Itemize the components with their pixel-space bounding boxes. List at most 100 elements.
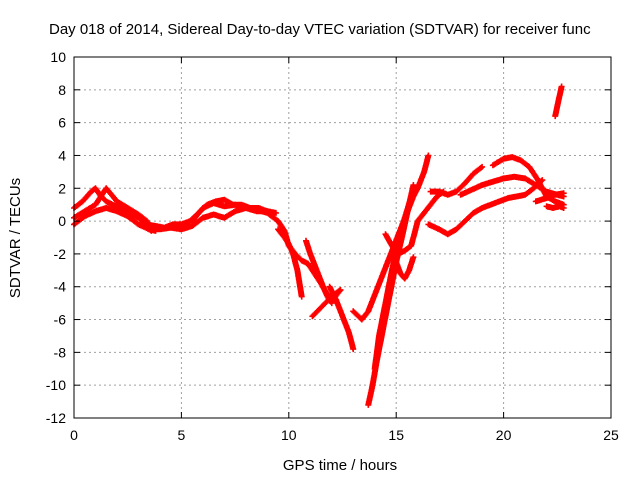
- data-point: [234, 210, 237, 213]
- data-point: [399, 272, 402, 275]
- data-point: [534, 200, 537, 203]
- series-track-15: [382, 188, 447, 257]
- data-point: [498, 200, 501, 203]
- data-point: [438, 228, 441, 231]
- data-point: [294, 253, 297, 255]
- data-point: [408, 269, 410, 272]
- data-point: [81, 200, 84, 203]
- data-point: [554, 200, 557, 203]
- data-point: [403, 249, 406, 252]
- data-point: [545, 205, 548, 208]
- data-point: [371, 384, 374, 387]
- data-point: [137, 223, 140, 226]
- data-point: [384, 302, 387, 305]
- x-tick-label: 15: [388, 427, 404, 443]
- data-point: [341, 315, 344, 318]
- x-tick-label: 25: [603, 427, 619, 443]
- data-point: [94, 187, 97, 190]
- x-axis-label: GPS time / hours: [283, 457, 397, 474]
- data-point: [309, 253, 312, 255]
- data-point: [464, 220, 466, 222]
- series-markers: [552, 83, 565, 120]
- y-tick-label: -12: [46, 410, 66, 426]
- data-point: [528, 166, 531, 168]
- data-point: [180, 228, 183, 231]
- data-point: [541, 179, 544, 181]
- y-tick-label: 2: [58, 180, 66, 196]
- data-point: [378, 335, 380, 337]
- data-point: [360, 318, 363, 321]
- data-point: [558, 205, 561, 208]
- data-point: [339, 289, 342, 291]
- data-point: [180, 223, 183, 226]
- data-point: [300, 295, 303, 298]
- data-point: [423, 170, 426, 173]
- y-axis-label: SDTVAR / TECUs: [7, 178, 24, 298]
- series-track-18: [427, 163, 486, 198]
- data-point: [266, 211, 269, 214]
- data-point: [410, 195, 413, 198]
- data-point: [298, 282, 301, 285]
- data-point: [335, 298, 337, 301]
- data-point: [532, 187, 535, 190]
- data-point: [296, 269, 299, 272]
- data-point: [94, 210, 97, 213]
- y-tick-label: -4: [54, 279, 67, 295]
- data-point: [511, 156, 514, 158]
- data-point: [455, 228, 458, 231]
- data-point: [126, 207, 129, 209]
- data-point: [391, 244, 393, 247]
- data-point: [455, 190, 458, 193]
- data-point: [105, 187, 108, 190]
- data-point: [105, 207, 108, 209]
- y-tick-label: -6: [54, 312, 67, 328]
- data-point: [489, 203, 492, 206]
- data-point: [412, 184, 415, 186]
- data-point: [94, 203, 97, 206]
- data-point: [223, 198, 226, 201]
- data-point: [223, 205, 226, 208]
- data-point: [446, 193, 449, 196]
- data-point: [373, 367, 376, 370]
- data-point: [537, 179, 539, 181]
- data-point: [244, 207, 247, 209]
- data-point: [373, 294, 376, 296]
- data-point: [560, 85, 563, 88]
- series-track-16: [393, 254, 417, 282]
- data-point: [367, 403, 370, 406]
- data-point: [481, 184, 484, 186]
- data-point: [410, 244, 413, 247]
- data-point: [562, 192, 565, 195]
- data-layer: [71, 83, 567, 408]
- data-point: [502, 157, 505, 160]
- data-point: [111, 203, 114, 206]
- data-point: [436, 195, 438, 198]
- data-point: [427, 154, 430, 157]
- data-point: [277, 228, 279, 231]
- data-point: [234, 203, 237, 206]
- y-tick-label: -2: [54, 246, 67, 262]
- data-point: [556, 105, 559, 108]
- data-point: [524, 193, 526, 196]
- data-point: [502, 177, 505, 180]
- grid: [74, 57, 611, 418]
- data-point: [386, 261, 389, 264]
- data-point: [277, 220, 279, 222]
- data-point: [395, 261, 398, 264]
- data-point: [283, 236, 286, 239]
- data-point: [116, 200, 118, 203]
- data-point: [171, 223, 174, 226]
- data-point: [90, 190, 93, 193]
- data-point: [403, 216, 406, 219]
- data-point: [464, 182, 466, 185]
- data-point: [534, 184, 537, 186]
- plot-frame: [73, 56, 612, 419]
- data-point: [429, 190, 432, 193]
- data-point: [519, 159, 522, 162]
- data-point: [524, 177, 526, 180]
- x-tick-label: 5: [178, 427, 186, 443]
- data-point: [287, 244, 290, 247]
- data-point: [429, 203, 432, 206]
- data-point: [367, 310, 370, 313]
